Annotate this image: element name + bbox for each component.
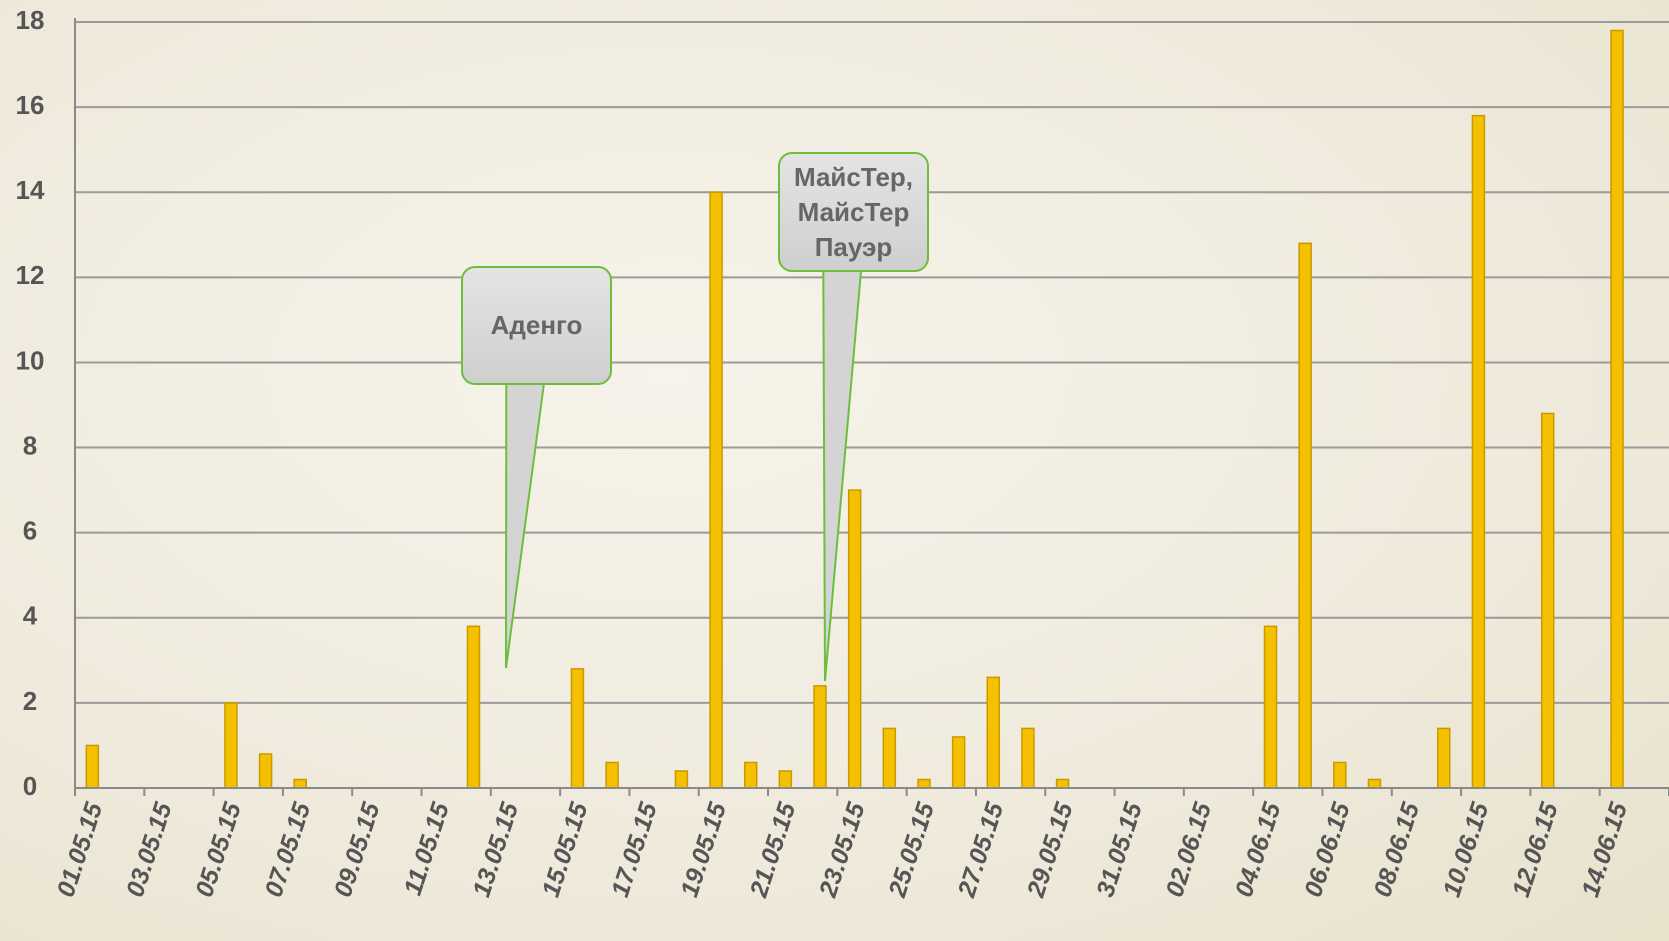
y-tick-label: 16 [16,90,45,120]
bar [1265,626,1277,788]
bar [779,771,791,788]
bar [710,192,722,788]
x-tick-label: 07.05.15 [260,798,317,900]
x-tick-label: 25.05.15 [883,798,940,901]
chart: 02468101214161801.05.1503.05.1505.05.150… [0,0,1669,941]
bar [86,745,98,788]
bar [849,490,861,788]
x-tick-label: 19.05.15 [675,798,732,900]
x-tick-label: 14.06.15 [1576,798,1633,900]
bar [918,779,930,788]
bar [883,728,895,788]
y-tick-label: 6 [23,516,37,546]
bar [1299,243,1311,788]
y-tick-label: 8 [23,430,37,460]
bar [225,703,237,788]
x-tick-label: 13.05.15 [467,798,524,900]
y-tick-label: 10 [16,345,45,375]
x-tick-label: 08.06.15 [1368,798,1425,900]
x-tick-label: 27.05.15 [952,798,1009,901]
x-tick-label: 11.05.15 [399,798,455,898]
bar [1334,762,1346,788]
x-tick-label: 05.05.15 [190,798,247,900]
chart-area: 02468101214161801.05.1503.05.1505.05.150… [0,0,1669,941]
bar [260,754,272,788]
x-tick-label: 17.05.15 [606,798,663,900]
x-tick-label: 04.06.15 [1230,798,1287,900]
x-tick-label: 01.05.15 [52,798,109,900]
bar [987,677,999,788]
bar [1022,728,1034,788]
bar [745,762,757,788]
bar [1472,116,1484,788]
y-tick-label: 18 [16,5,45,35]
x-tick-label: 09.05.15 [329,798,386,900]
y-tick-label: 2 [23,686,37,716]
bar [1057,779,1069,788]
y-tick-label: 0 [23,771,37,801]
x-tick-label: 15.05.15 [537,798,594,900]
bar [1368,779,1380,788]
x-tick-label: 23.05.15 [814,798,871,901]
bar [468,626,480,788]
y-tick-label: 4 [23,601,38,631]
bar [571,669,583,788]
callout-pointer [506,381,544,668]
y-tick-label: 14 [16,175,45,205]
bar [606,762,618,788]
bar [1611,31,1623,788]
x-tick-label: 06.06.15 [1299,798,1356,900]
bar [814,686,826,788]
y-tick-label: 12 [16,260,45,290]
x-tick-label: 12.06.15 [1507,798,1564,900]
x-tick-label: 31.05.15 [1091,798,1148,900]
callout: Аденго [461,266,612,385]
x-tick-label: 03.05.15 [121,798,178,900]
bar [1542,414,1554,788]
x-tick-label: 21.05.15 [744,798,801,901]
x-tick-label: 29.05.15 [1022,798,1079,901]
bar [953,737,965,788]
x-tick-label: 10.06.15 [1438,798,1495,900]
bar [1438,728,1450,788]
bar [294,779,306,788]
callout: МайсТер, МайсТер Пауэр [778,152,929,272]
bar [675,771,687,788]
x-tick-label: 02.06.15 [1160,798,1217,900]
